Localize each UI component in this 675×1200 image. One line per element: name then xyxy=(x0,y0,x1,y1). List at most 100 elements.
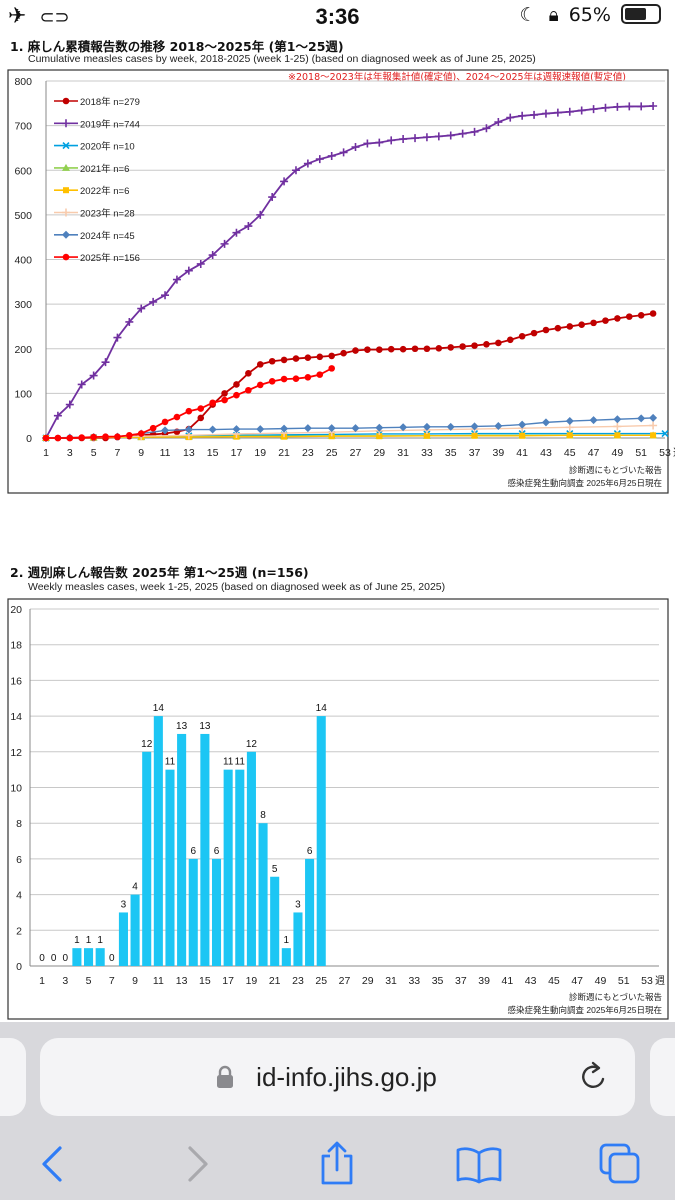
chart1-series-line xyxy=(46,312,654,439)
chart2-bar xyxy=(95,948,105,966)
chart2-y-tick-label: 18 xyxy=(10,640,22,652)
chart2-data-label: 1 xyxy=(97,935,103,946)
battery-fill xyxy=(625,8,646,20)
bookmarks-icon[interactable] xyxy=(455,1146,503,1184)
chart1-series xyxy=(42,365,335,442)
chart2-bar xyxy=(165,769,175,966)
chart1-point xyxy=(482,124,491,133)
chart1-point xyxy=(280,424,289,433)
chart1-legend-marker xyxy=(62,142,70,150)
chart2-bar xyxy=(177,733,187,966)
chart1-point xyxy=(244,222,253,231)
chart1-x-tick-label: 11 xyxy=(160,447,171,459)
chart1-x-tick-label: 27 xyxy=(350,447,362,459)
chart1-point xyxy=(340,349,347,357)
chart1-point xyxy=(149,424,157,432)
chart1-point xyxy=(435,345,443,352)
chart1-series xyxy=(42,101,658,442)
chart1-point xyxy=(292,355,300,362)
chart1-point xyxy=(376,346,383,353)
chart1-point xyxy=(316,371,324,378)
chart1-point xyxy=(245,386,252,394)
chart1-frame xyxy=(7,69,669,494)
chart2-y-tick-label: 16 xyxy=(10,675,22,687)
battery-icon xyxy=(621,4,661,24)
chart1-point xyxy=(221,390,228,397)
chart1-point xyxy=(376,433,383,440)
tabs-icon[interactable] xyxy=(598,1142,642,1186)
share-icon[interactable] xyxy=(318,1140,356,1186)
chart1-series-line xyxy=(45,434,654,439)
browser-toolbar xyxy=(0,1134,675,1200)
chart1-point xyxy=(649,421,658,430)
chart2-data-label: 1 xyxy=(74,935,80,946)
rotation-lock-icon: 🔒︎ xyxy=(548,4,559,26)
chart1-point xyxy=(53,411,62,420)
chart1-point xyxy=(256,210,265,219)
chart2-bar xyxy=(293,912,303,966)
chart1-legend-label: 2020年 n=10 xyxy=(80,141,135,153)
chart1-point xyxy=(149,297,158,306)
chart1-point xyxy=(542,326,550,334)
chart1-point xyxy=(578,321,585,328)
chart2-data-label: 0 xyxy=(51,953,57,964)
chart2-x-tick-label: 9 xyxy=(132,975,138,987)
chart1-point xyxy=(66,434,74,442)
chart2-bar xyxy=(200,733,210,966)
chart1-legend-label: 2019年 n=744 xyxy=(80,118,140,130)
forward-icon[interactable] xyxy=(182,1144,212,1184)
chart2-data-label: 1 xyxy=(86,935,92,946)
chart2-frame xyxy=(7,598,669,1020)
chart1-legend-marker xyxy=(62,230,70,239)
chart2-data-label: 6 xyxy=(307,846,313,857)
chart1-point xyxy=(196,259,205,268)
chart1-y-tick-label: 600 xyxy=(14,165,32,177)
chart1-point xyxy=(256,425,265,434)
chart2-x-tick-label: 21 xyxy=(269,975,281,987)
chart2-x-tick-label: 49 xyxy=(595,975,607,987)
next-tab-preview[interactable] xyxy=(650,1038,675,1116)
chart2-bar xyxy=(223,769,233,966)
chart1-point xyxy=(197,405,205,412)
chart1-footer-2: 感染症発生動向調査 2025年6月25日現在 xyxy=(508,478,662,488)
chart1-point xyxy=(518,420,527,429)
chart2-bar xyxy=(84,948,94,966)
chart1-point xyxy=(589,416,598,425)
chart1-point xyxy=(78,434,86,441)
chart1-point xyxy=(292,375,300,382)
chart2-y-tick-label: 0 xyxy=(16,961,22,973)
chart1-x-tick-label: 35 xyxy=(445,447,457,459)
chart2-data-label: 14 xyxy=(153,703,165,714)
chart1-point xyxy=(173,413,181,421)
chart1-point xyxy=(601,103,610,112)
chart2-footer-2: 感染症発生動向調査 2025年6月25日現在 xyxy=(508,1005,662,1015)
chart1-x-tick-label: 3 xyxy=(67,447,73,459)
chart1-x-tick-label: 25 xyxy=(326,447,338,459)
chart1-point xyxy=(506,336,514,344)
chart1-point xyxy=(268,378,276,385)
back-icon[interactable] xyxy=(38,1144,68,1184)
chart1-point xyxy=(577,106,586,115)
address-bar[interactable]: id-info.jihs.go.jp xyxy=(40,1038,635,1116)
chart2-data-label: 6 xyxy=(190,846,196,857)
chart1-title: 1. 麻しん累積報告数の推移 2018〜2025年 (第1〜25週) xyxy=(10,39,344,54)
chart1-note: ※2018〜2023年は年報集計値(確定値)、2024〜2025年は週報速報値(… xyxy=(288,72,626,83)
chart1-point xyxy=(530,329,538,337)
chart1-point xyxy=(471,432,478,439)
chart1-point xyxy=(565,107,574,116)
chart2-x-tick-label: 35 xyxy=(432,975,444,987)
chart1-y-tick-label: 700 xyxy=(14,121,32,133)
chart1-point xyxy=(650,432,657,439)
chart1-point xyxy=(42,434,50,442)
chart2-x-tick-label: 17 xyxy=(222,975,234,987)
chart2-data-label: 0 xyxy=(62,953,68,964)
chart1-legend-marker xyxy=(62,253,70,261)
chart1-point xyxy=(280,356,288,364)
chart1-point xyxy=(280,177,289,186)
chart1-point xyxy=(483,340,490,348)
reload-icon[interactable] xyxy=(577,1060,609,1094)
previous-tab-preview[interactable] xyxy=(0,1038,26,1116)
chart1-point xyxy=(315,155,324,164)
status-bar: ✈ ⊂⊃ 3:36 ☾ 🔒︎ 65% xyxy=(0,0,675,36)
